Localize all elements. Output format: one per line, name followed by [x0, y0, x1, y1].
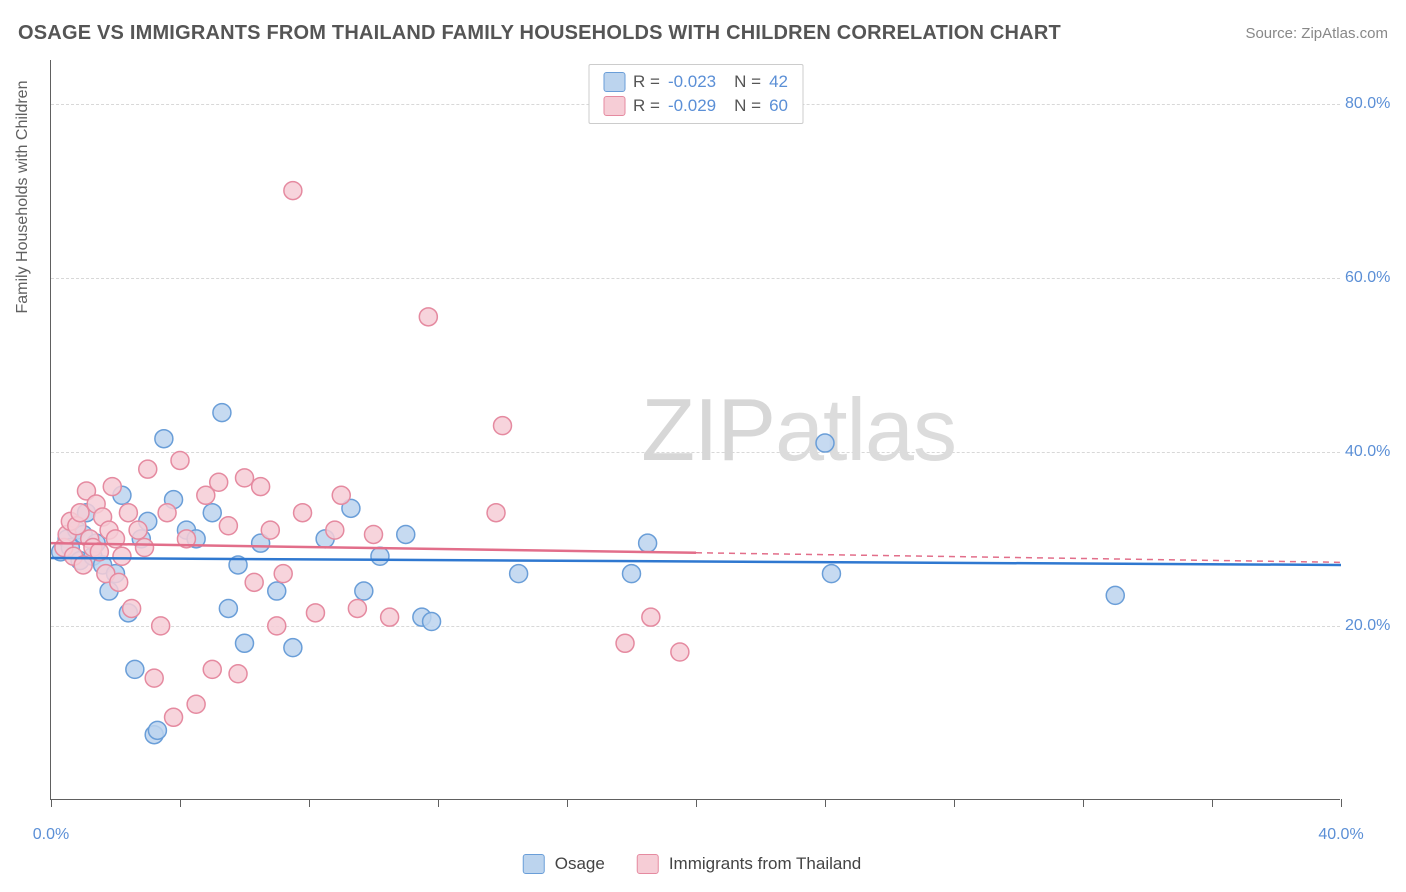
- data-point: [816, 434, 834, 452]
- data-point: [126, 660, 144, 678]
- x-tick-label: 0.0%: [33, 826, 69, 844]
- data-point: [110, 573, 128, 591]
- data-point: [381, 608, 399, 626]
- y-tick-label: 40.0%: [1345, 443, 1400, 461]
- legend-r-value: -0.023: [668, 72, 716, 92]
- data-point: [494, 417, 512, 435]
- data-point: [326, 521, 344, 539]
- legend-n-label: N =: [734, 72, 761, 92]
- data-point: [294, 504, 312, 522]
- data-point: [139, 460, 157, 478]
- x-tick: [1083, 799, 1084, 807]
- data-point: [487, 504, 505, 522]
- data-point: [187, 695, 205, 713]
- data-point: [616, 634, 634, 652]
- data-point: [123, 599, 141, 617]
- data-point: [219, 599, 237, 617]
- data-point: [274, 565, 292, 583]
- x-tick: [309, 799, 310, 807]
- data-point: [671, 643, 689, 661]
- correlation-legend: R = -0.023 N = 42 R = -0.029 N = 60: [588, 64, 803, 124]
- legend-label: Immigrants from Thailand: [669, 854, 861, 874]
- data-point: [145, 669, 163, 687]
- data-point: [136, 539, 154, 557]
- data-point: [355, 582, 373, 600]
- source-label: Source: ZipAtlas.com: [1245, 25, 1388, 42]
- data-point: [129, 521, 147, 539]
- data-layer: [51, 60, 1340, 799]
- data-point: [397, 525, 415, 543]
- data-point: [236, 469, 254, 487]
- data-point: [252, 478, 270, 496]
- data-point: [371, 547, 389, 565]
- data-point: [261, 521, 279, 539]
- data-point: [152, 617, 170, 635]
- data-point: [284, 639, 302, 657]
- data-point: [213, 404, 231, 422]
- y-tick-label: 80.0%: [1345, 95, 1400, 113]
- data-point: [236, 634, 254, 652]
- data-point: [158, 504, 176, 522]
- x-tick: [438, 799, 439, 807]
- data-point: [119, 504, 137, 522]
- data-point: [1106, 586, 1124, 604]
- data-point: [510, 565, 528, 583]
- data-point: [348, 599, 366, 617]
- y-tick-label: 20.0%: [1345, 617, 1400, 635]
- x-tick: [954, 799, 955, 807]
- x-tick: [180, 799, 181, 807]
- data-point: [103, 478, 121, 496]
- legend-label: Osage: [555, 854, 605, 874]
- x-tick: [51, 799, 52, 807]
- data-point: [822, 565, 840, 583]
- x-tick-label: 40.0%: [1318, 826, 1363, 844]
- legend-r-label: R =: [633, 96, 660, 116]
- data-point: [165, 708, 183, 726]
- y-tick-label: 60.0%: [1345, 269, 1400, 287]
- legend-r-value: -0.029: [668, 96, 716, 116]
- x-tick: [1341, 799, 1342, 807]
- data-point: [203, 504, 221, 522]
- data-point: [229, 665, 247, 683]
- data-point: [71, 504, 89, 522]
- data-point: [155, 430, 173, 448]
- data-point: [365, 525, 383, 543]
- data-point: [268, 582, 286, 600]
- data-point: [219, 517, 237, 535]
- legend-n-label: N =: [734, 96, 761, 116]
- data-point: [642, 608, 660, 626]
- data-point: [268, 617, 286, 635]
- data-point: [148, 721, 166, 739]
- legend-swatch: [523, 854, 545, 874]
- legend-r-label: R =: [633, 72, 660, 92]
- data-point: [306, 604, 324, 622]
- data-point: [423, 613, 441, 631]
- data-point: [332, 486, 350, 504]
- legend-n-value: 42: [769, 72, 788, 92]
- data-point: [284, 182, 302, 200]
- x-tick: [825, 799, 826, 807]
- legend-row: R = -0.029 N = 60: [603, 94, 788, 118]
- legend-swatch: [637, 854, 659, 874]
- legend-n-value: 60: [769, 96, 788, 116]
- chart-title: OSAGE VS IMMIGRANTS FROM THAILAND FAMILY…: [18, 22, 1061, 45]
- legend-row: R = -0.023 N = 42: [603, 70, 788, 94]
- data-point: [245, 573, 263, 591]
- x-tick: [696, 799, 697, 807]
- data-point: [639, 534, 657, 552]
- data-point: [419, 308, 437, 326]
- legend-swatch: [603, 96, 625, 116]
- data-point: [203, 660, 221, 678]
- legend-swatch: [603, 72, 625, 92]
- series-legend: Osage Immigrants from Thailand: [523, 854, 884, 874]
- x-tick: [567, 799, 568, 807]
- data-point: [171, 451, 189, 469]
- data-point: [623, 565, 641, 583]
- y-axis-title: Family Households with Children: [14, 81, 32, 314]
- scatter-plot: ZIPatlas R = -0.023N = 42R = -0.029N = 6…: [50, 60, 1340, 800]
- x-tick: [1212, 799, 1213, 807]
- title-bar: OSAGE VS IMMIGRANTS FROM THAILAND FAMILY…: [18, 22, 1388, 45]
- data-point: [210, 473, 228, 491]
- data-point: [113, 547, 131, 565]
